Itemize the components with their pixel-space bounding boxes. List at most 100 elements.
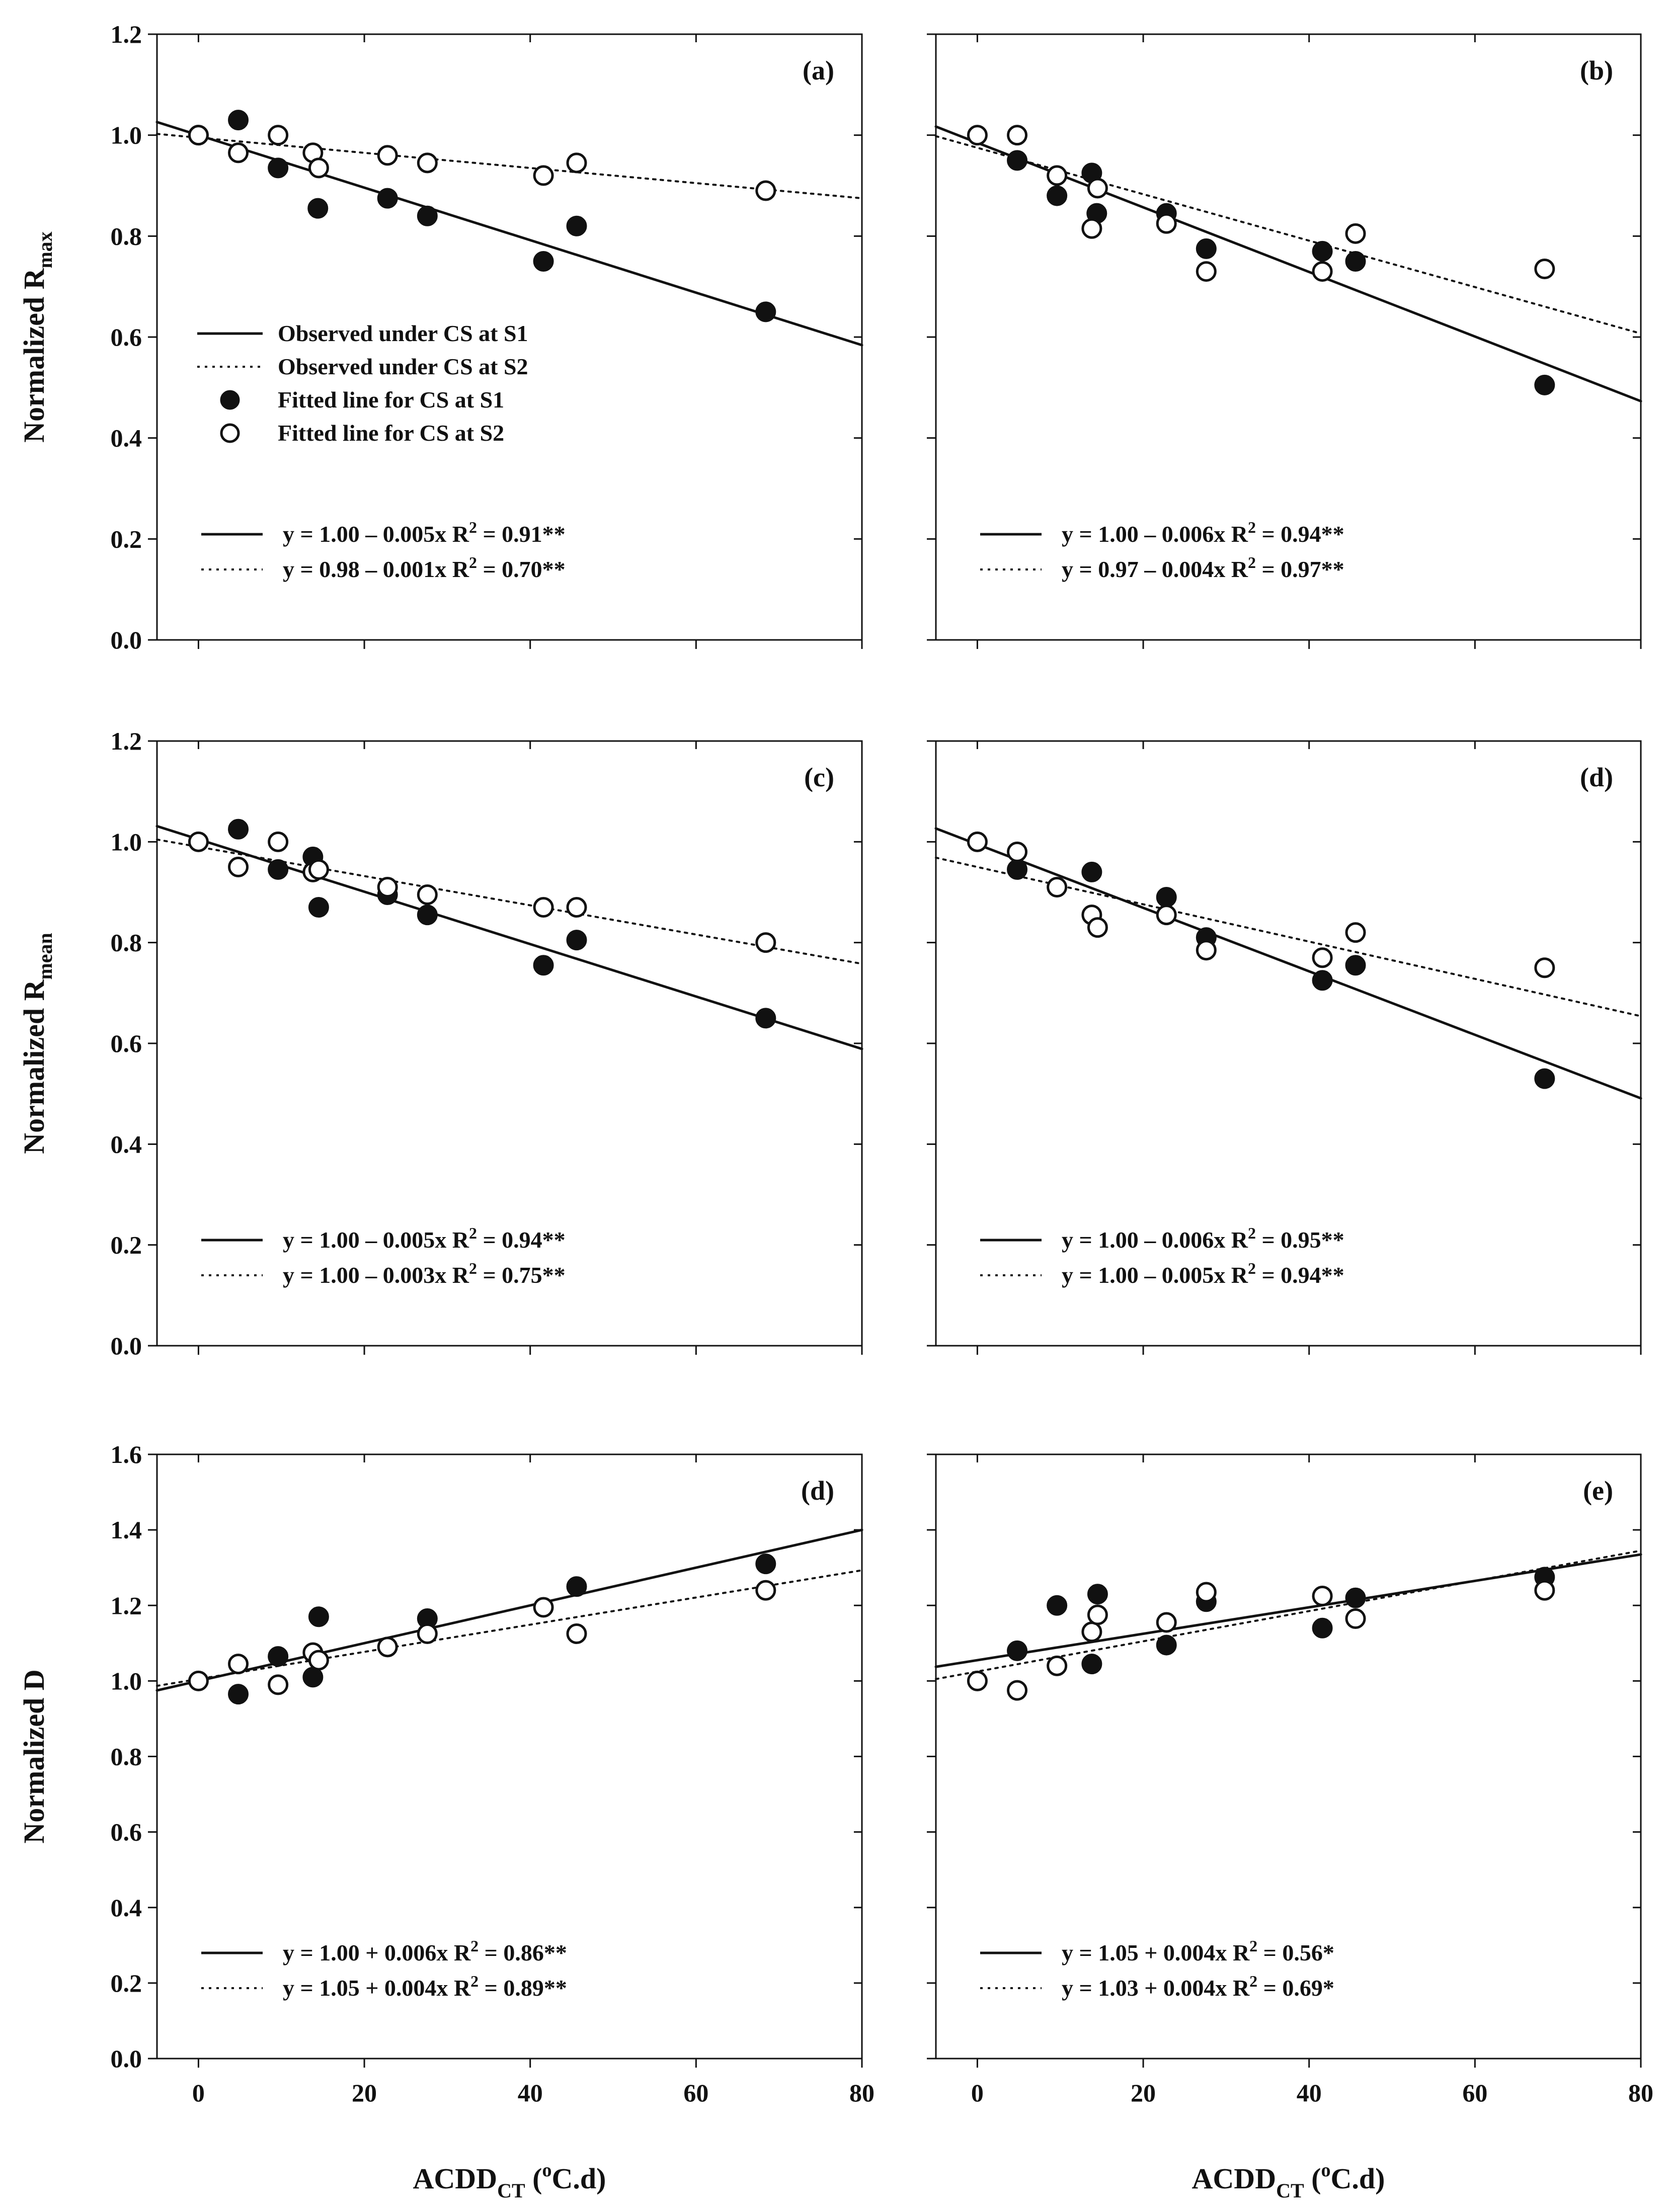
fit-equation: y = 1.00 – 0.005x R2 = 0.94** <box>1062 1259 1344 1288</box>
panel-tag: (d) <box>1580 762 1613 792</box>
data-point-s2 <box>533 1597 554 1618</box>
data-point-s2 <box>417 884 438 906</box>
fit-equation: y = 1.00 – 0.005x R2 = 0.91** <box>283 518 566 547</box>
fit-line-dotted <box>935 135 1642 335</box>
x-tick-label: 40 <box>518 2079 543 2107</box>
data-point-s1 <box>268 157 289 179</box>
data-point-s2 <box>967 831 988 852</box>
panel-e2: 0 20 40 60 80 (e) y = 1.05 + 0.004x R2 = 0.56*… <box>927 1453 1653 2107</box>
data-point-s2 <box>1047 876 1068 897</box>
x-tick-label: 20 <box>352 2079 377 2107</box>
panel-tag: (b) <box>1580 55 1613 86</box>
y-tick-label: 0.0 <box>111 1332 142 1360</box>
data-point-s2 <box>533 165 554 186</box>
data-point-s2 <box>967 1670 988 1691</box>
data-point-s1 <box>1007 150 1028 171</box>
fit-line-dotted <box>156 133 863 200</box>
fit-equation: y = 1.00 – 0.003x R2 = 0.75** <box>283 1259 566 1288</box>
fit-equation: y = 0.97 – 0.004x R2 = 0.97** <box>1062 553 1344 582</box>
data-point-s2 <box>566 152 587 174</box>
data-point-s2 <box>566 897 587 918</box>
y-tick-label: 0.0 <box>111 2044 142 2073</box>
fit-line-dotted <box>156 838 863 965</box>
data-point-s1 <box>268 859 289 880</box>
data-point-s2 <box>308 1650 329 1671</box>
data-point-s1 <box>566 1576 587 1597</box>
data-point-s2 <box>1534 1580 1555 1601</box>
x-tick-label: 40 <box>1297 2079 1322 2107</box>
data-point-s2 <box>1156 905 1177 926</box>
fit-line-dotted <box>935 1549 1642 1680</box>
data-point-s1 <box>1081 1654 1102 1675</box>
legend: Observed under CS at S1 Observed under CS… <box>197 320 528 446</box>
data-point-s1 <box>1345 955 1366 976</box>
data-point-s2 <box>417 152 438 174</box>
panel-tag: (d) <box>801 1476 834 1506</box>
legend-filled-circle <box>220 390 240 410</box>
panel-d: (d) y = 1.00 – 0.006x R2 = 0.95** y = 1.00… <box>927 740 1642 1355</box>
data-point-s2 <box>967 125 988 146</box>
y-tick-label: 0.4 <box>111 1130 142 1158</box>
y-tick-label: 0.6 <box>111 1029 142 1057</box>
data-point-s2 <box>533 897 554 918</box>
data-point-s1 <box>228 818 249 840</box>
data-point-s1 <box>1156 887 1177 908</box>
data-point-s2 <box>566 1623 587 1645</box>
data-point-s2 <box>228 1654 249 1675</box>
data-point-s1 <box>1312 240 1333 262</box>
plot-frame <box>935 33 1642 641</box>
data-point-s1 <box>566 215 587 236</box>
data-point-s2 <box>268 1674 289 1695</box>
data-point-s2 <box>1196 1582 1217 1603</box>
panel-e1: 0.0 0.2 0.4 0.6 0.8 1.0 1.2 1.4 1.6 0 20 40 60 80 Norm… <box>18 1440 875 2107</box>
y-axis-label: Normalized Rmax <box>18 231 56 443</box>
x-axis-label: ACDDCT (oC.d) <box>413 2160 606 2202</box>
y-tick-label: 1.2 <box>111 20 142 48</box>
data-point-s2 <box>1345 922 1366 943</box>
plot-frame <box>156 1453 863 2060</box>
data-point-s1 <box>377 188 398 209</box>
data-point-s2 <box>1312 1585 1333 1606</box>
data-point-s2 <box>268 125 289 146</box>
data-point-s2 <box>1081 1621 1102 1643</box>
data-point-s1 <box>755 301 776 322</box>
data-point-s1 <box>268 1646 289 1667</box>
fit-line-solid <box>934 125 1642 402</box>
y-tick-label: 1.4 <box>111 1516 142 1544</box>
y-tick-label: 0.2 <box>111 1231 142 1259</box>
data-point-s2 <box>1087 178 1108 199</box>
data-point-s2 <box>1156 213 1177 234</box>
data-point-s2 <box>1087 1604 1108 1625</box>
y-tick-label: 0.8 <box>111 929 142 957</box>
data-point-s1 <box>308 1606 329 1627</box>
data-point-s1 <box>533 955 554 976</box>
data-point-s2 <box>1312 261 1333 282</box>
data-point-s1 <box>1007 1640 1028 1661</box>
legend-label: Fitted line for CS at S2 <box>278 420 504 446</box>
fit-line-solid <box>934 827 1642 1100</box>
fit-line-solid <box>934 1553 1642 1668</box>
panel-b: (b) y = 1.00 – 0.006x R2 = 0.94** y = 0.97… <box>927 33 1642 649</box>
y-tick-label: 0.8 <box>111 1743 142 1771</box>
fit-line-dotted <box>935 856 1642 1017</box>
fit-equation: y = 1.00 – 0.005x R2 = 0.94** <box>283 1224 566 1253</box>
legend-open-circle <box>220 423 240 443</box>
data-point-s1 <box>1345 251 1366 272</box>
data-point-s2 <box>1345 1608 1366 1629</box>
data-point-s2 <box>1345 223 1366 244</box>
plot-frame <box>156 740 863 1347</box>
data-point-s1 <box>1196 238 1217 259</box>
y-tick-label: 1.2 <box>111 1591 142 1619</box>
fit-equation: y = 1.05 + 0.004x R2 = 0.56* <box>1062 1937 1334 1965</box>
x-tick-label: 60 <box>1462 2079 1487 2107</box>
data-point-s1 <box>533 251 554 272</box>
y-tick-label: 1.6 <box>111 1440 142 1468</box>
fit-line-dotted <box>156 1569 863 1687</box>
fit-equation: y = 1.03 + 0.004x R2 = 0.69* <box>1062 1972 1334 2001</box>
data-point-s1 <box>1007 859 1028 880</box>
data-point-s1 <box>1156 1634 1177 1656</box>
panel-tag: (a) <box>803 55 834 86</box>
data-point-s2 <box>1534 259 1555 280</box>
data-point-s2 <box>1196 940 1217 961</box>
